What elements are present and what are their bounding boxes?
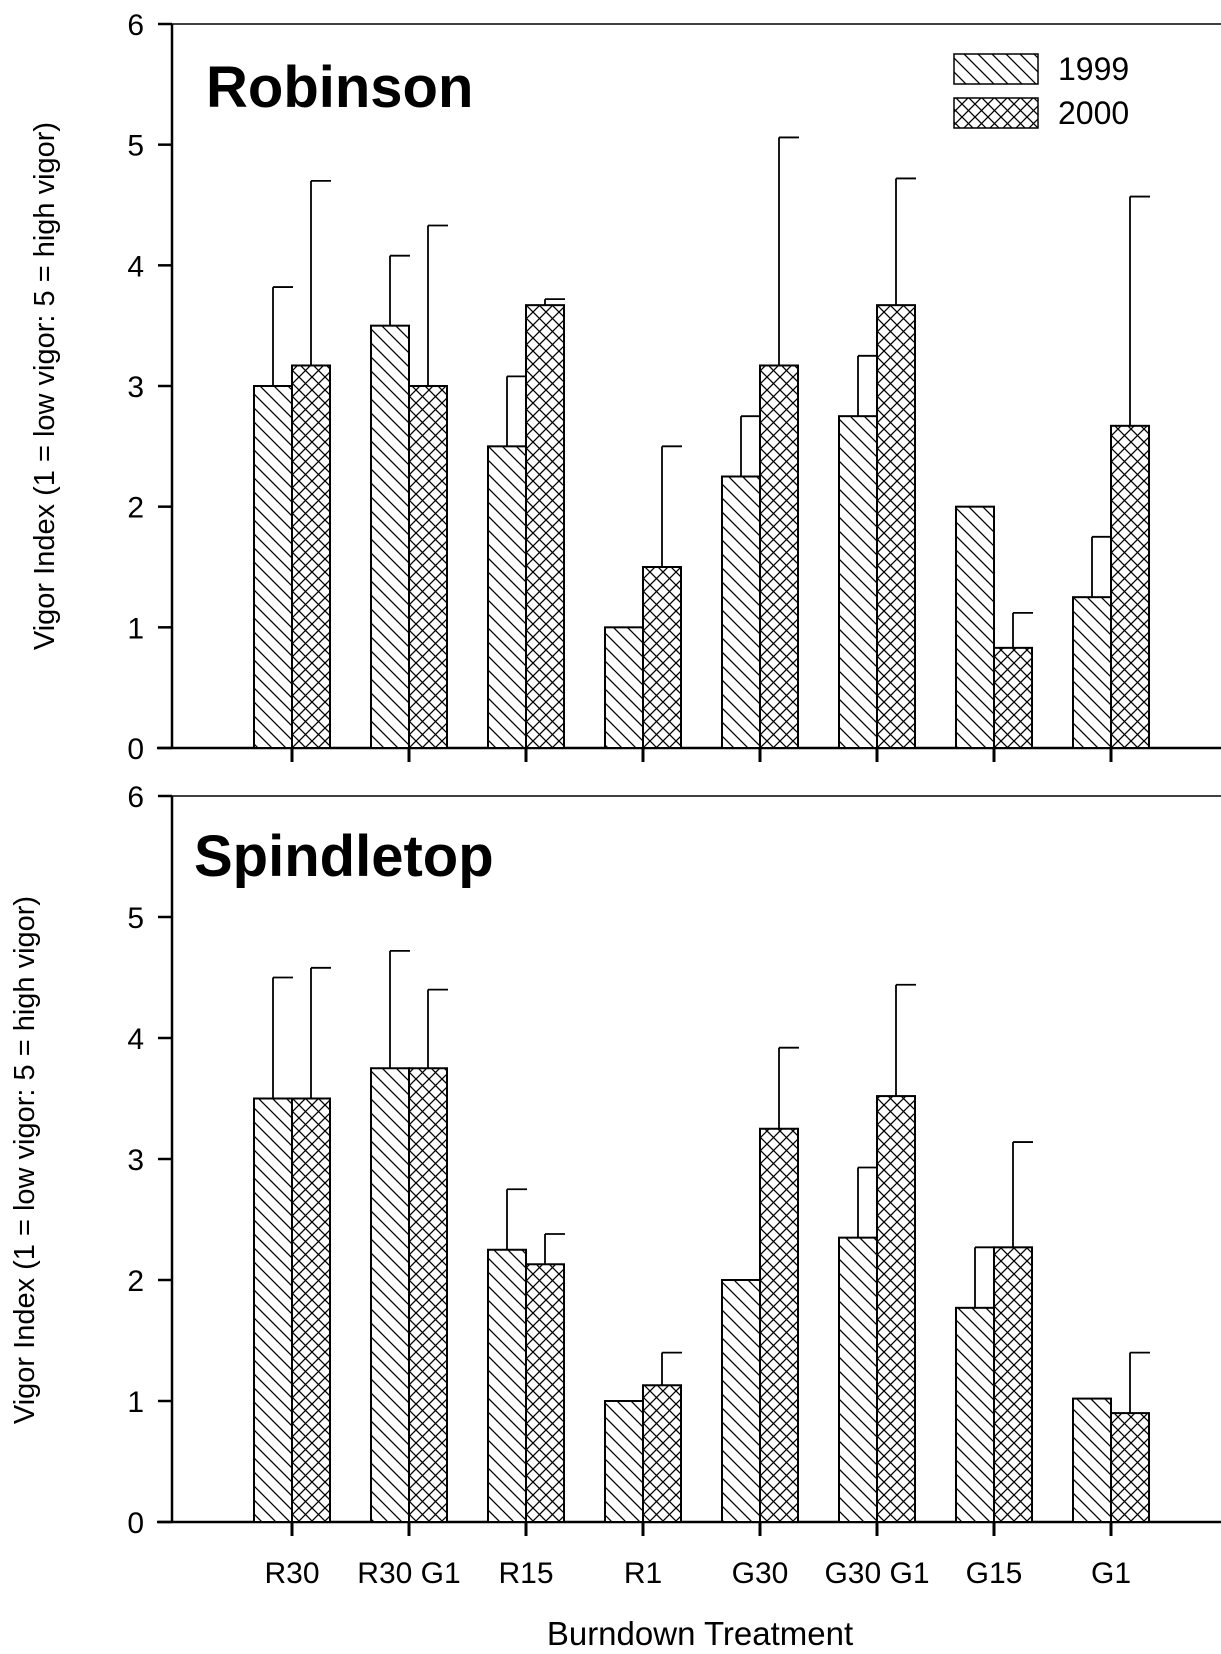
bar-1999-G30-G1 <box>838 415 878 749</box>
bar-2000-G1 <box>1110 424 1150 749</box>
x-tick-label: G30 G1 <box>824 1557 929 1590</box>
spindletop-y-axis-label: Vigor Index (1 = low vigor: 5 = high vig… <box>9 896 41 1424</box>
legend: 1999 2000 <box>953 51 1129 131</box>
bar-2000-R15 <box>525 1263 565 1524</box>
y-tick-label: 0 <box>127 1507 144 1540</box>
y-tick-label: 1 <box>127 1386 144 1419</box>
y-tick-label: 4 <box>127 250 144 283</box>
bar-2000-G1 <box>1110 1412 1150 1523</box>
bar-2000-G15 <box>993 646 1033 750</box>
bar-1999-R15 <box>487 1248 527 1523</box>
robinson-y-axis-label: Vigor Index (1 = low vigor: 5 = high vig… <box>29 122 61 650</box>
x-tick-label: R30 <box>264 1557 319 1590</box>
y-tick-label: 5 <box>127 902 144 935</box>
panel-spindletop: 0 1 2 3 4 5 6 R30 R30 G1 R15 R1 G30 G30 G1 G15 G1 Spi… <box>9 781 1221 1652</box>
bar-2000-R1 <box>642 1384 682 1524</box>
bar-1999-R1 <box>604 626 644 749</box>
y-tick-label: 5 <box>127 130 144 163</box>
y-tick-label: 0 <box>127 733 144 766</box>
y-tick-label: 1 <box>127 612 144 645</box>
bar-1999-G30 <box>721 475 761 749</box>
bar-1999-G15 <box>955 505 995 749</box>
panel-robinson: 0 1 2 3 4 5 6 Robinson Vigor Index (1 = low vi… <box>29 9 1221 766</box>
bar-1999-G1 <box>1072 1397 1112 1523</box>
y-tick-label: 2 <box>127 492 144 525</box>
x-tick-label: R30 G1 <box>357 1557 460 1590</box>
y-tick-label: 3 <box>127 371 144 404</box>
bar-1999-G30 <box>721 1279 761 1523</box>
bar-2000-G30-G1 <box>876 1095 916 1523</box>
x-tick-label: R15 <box>498 1557 553 1590</box>
bar-1999-R1 <box>604 1400 644 1523</box>
spindletop-category-labels: R30 R30 G1 R15 R1 G30 G30 G1 G15 G1 <box>264 1557 1131 1590</box>
bar-2000-G30 <box>759 1127 799 1523</box>
x-tick-label: R1 <box>624 1557 662 1590</box>
bar-1999-R30-G1 <box>370 1067 410 1523</box>
robinson-y-ticks: 0 1 2 3 4 5 6 <box>127 9 172 766</box>
bar-1999-G30-G1 <box>838 1236 878 1524</box>
bar-2000-G30 <box>759 364 799 749</box>
bar-2000-G15 <box>993 1246 1033 1523</box>
y-tick-label: 6 <box>127 9 144 42</box>
legend-label-1999: 1999 <box>1058 51 1129 87</box>
bar-2000-R30-G1 <box>408 1067 448 1523</box>
bar-1999-G1 <box>1072 596 1112 750</box>
y-tick-label: 6 <box>127 781 144 814</box>
bar-1999-R30 <box>253 385 293 749</box>
bar-1999-R15 <box>487 445 527 749</box>
robinson-bars <box>253 136 1150 750</box>
x-tick-label: G1 <box>1091 1557 1131 1590</box>
x-axis-title: Burndown Treatment <box>547 1615 853 1652</box>
bar-2000-R30 <box>291 364 331 749</box>
x-tick-label: G30 <box>732 1557 789 1590</box>
spindletop-bars <box>253 949 1150 1524</box>
legend-swatch-2000 <box>953 97 1039 129</box>
bar-2000-R15 <box>525 304 565 749</box>
spindletop-y-ticks: 0 1 2 3 4 5 6 <box>127 781 172 1540</box>
bar-2000-R30 <box>291 1097 331 1523</box>
robinson-panel-title: Robinson <box>206 55 473 120</box>
bar-1999-R30 <box>253 1097 293 1523</box>
legend-swatch-1999 <box>953 53 1039 85</box>
spindletop-panel-title: Spindletop <box>194 824 494 889</box>
bar-2000-R1 <box>642 566 682 749</box>
y-tick-label: 4 <box>127 1023 144 1056</box>
bar-2000-R30-G1 <box>408 385 448 749</box>
bar-1999-R30-G1 <box>370 324 410 749</box>
y-tick-label: 2 <box>127 1265 144 1298</box>
bar-1999-G15 <box>955 1306 995 1523</box>
x-tick-label: G15 <box>966 1557 1023 1590</box>
y-tick-label: 3 <box>127 1144 144 1177</box>
legend-label-2000: 2000 <box>1058 95 1129 131</box>
bar-2000-G30-G1 <box>876 304 916 749</box>
